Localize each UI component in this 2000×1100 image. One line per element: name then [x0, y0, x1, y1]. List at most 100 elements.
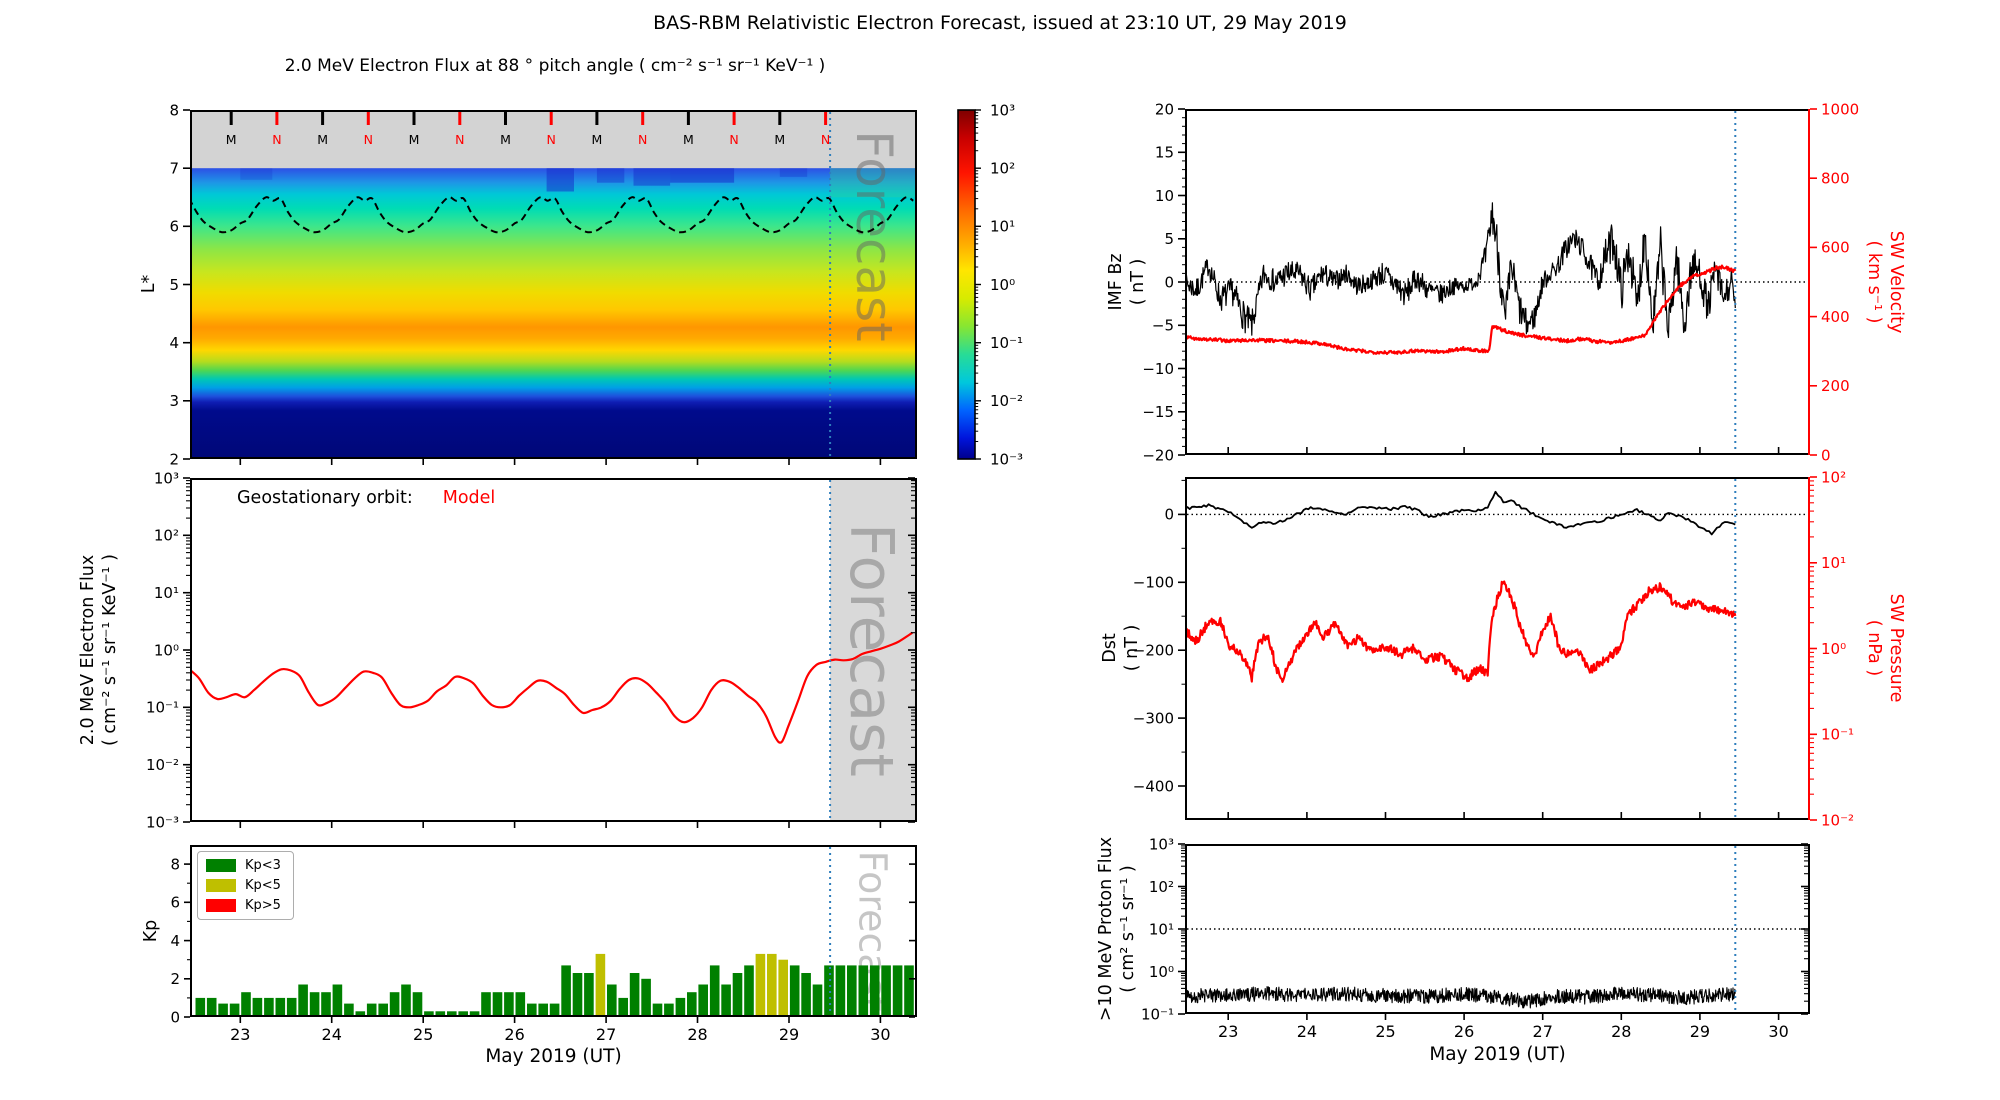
tick-label: 24 — [322, 1025, 342, 1044]
tick-label: −10 — [1142, 360, 1174, 378]
tick-label: 800 — [1821, 169, 1850, 187]
tick-label: 10⁻² — [990, 392, 1023, 410]
tick-label: 26 — [504, 1025, 524, 1044]
tick-label: 8 — [170, 855, 180, 873]
tick-label: 0 — [1164, 273, 1174, 291]
tick-label: 10⁻¹ — [146, 699, 179, 717]
tick-label: 28 — [1611, 1022, 1631, 1041]
tick-label: 400 — [1821, 308, 1850, 326]
tick-label: 28 — [687, 1025, 707, 1044]
tick-label: 10² — [1149, 878, 1174, 896]
tick-label: 10⁰ — [154, 641, 179, 659]
tick-label: 10¹ — [1149, 920, 1174, 938]
tick-label: 10³ — [990, 101, 1015, 119]
tick-label: 10⁰ — [990, 276, 1015, 294]
flux-ylabel: 2.0 MeV Electron Flux( cm⁻² s⁻¹ sr⁻¹ KeV… — [78, 554, 120, 746]
tick-label: 10¹ — [990, 218, 1015, 236]
chart-rect — [958, 110, 975, 459]
tick-label: 10⁻¹ — [990, 334, 1023, 352]
tick-label: 23 — [1218, 1022, 1238, 1041]
tick-label: 4 — [170, 932, 180, 950]
tick-label: 25 — [1375, 1022, 1395, 1041]
tick-label: 4 — [169, 334, 179, 352]
geo-flux-panel — [190, 478, 917, 822]
tick-label: 10⁻² — [146, 756, 179, 774]
tick-label: 10³ — [1149, 835, 1174, 853]
geostationary-annotation-label: Geostationary orbit: — [237, 488, 413, 508]
tick-label: 6 — [169, 218, 179, 236]
kp-legend: Kp<3 Kp<5 Kp>5 — [197, 851, 294, 920]
kp-legend-item-low: Kp<3 — [206, 858, 281, 873]
tick-label: 29 — [779, 1025, 799, 1044]
tick-label: 2 — [169, 450, 179, 468]
kp-legend-item-high: Kp>5 — [206, 898, 281, 913]
tick-label: 0 — [170, 1008, 180, 1026]
kp-high-swatch — [206, 899, 236, 912]
kp-mid-swatch — [206, 879, 236, 892]
kp-panel — [190, 845, 917, 1017]
tick-label: 5 — [1164, 230, 1174, 248]
tick-label: 27 — [596, 1025, 616, 1044]
tick-label: 0 — [1821, 446, 1831, 464]
tick-label: 24 — [1297, 1022, 1317, 1041]
proton-ylabel: >10 MeV Proton Flux( cm² s⁻¹ sr⁻¹ ) — [1096, 836, 1138, 1022]
tick-label: 10⁻¹ — [1141, 1005, 1174, 1023]
tick-label: −400 — [1133, 777, 1174, 795]
tick-label: 10 — [1155, 187, 1174, 205]
tick-label: 10⁰ — [1821, 640, 1846, 658]
tick-label: 10¹ — [154, 584, 179, 602]
tick-label: 3 — [169, 392, 179, 410]
tick-label: 30 — [870, 1025, 890, 1044]
tick-label: 30 — [1768, 1022, 1788, 1041]
sw-velocity-ylabel: SW Velocity( km s⁻¹ ) — [1864, 230, 1906, 334]
dst-ylabel: Dst( nT ) — [1100, 624, 1142, 672]
tick-label: 600 — [1821, 239, 1850, 257]
tick-label: 0 — [1164, 506, 1174, 524]
imf-bz-ylabel: IMF Bz( nT ) — [1106, 253, 1148, 311]
tick-label: 200 — [1821, 377, 1850, 395]
tick-label: 10² — [154, 527, 179, 545]
tick-label: 23 — [230, 1025, 250, 1044]
figure-title: BAS-RBM Relativistic Electron Forecast, … — [653, 12, 1347, 34]
tick-label: 10⁻² — [1821, 811, 1854, 829]
tick-label: −300 — [1133, 709, 1174, 727]
tick-label: 2 — [170, 970, 180, 988]
sw-pressure-ylabel: SW Pressure( nPa ) — [1864, 593, 1906, 703]
kp-legend-item-mid: Kp<5 — [206, 878, 281, 893]
tick-label: −100 — [1133, 574, 1174, 592]
tick-label: 10⁰ — [1149, 963, 1174, 981]
tick-label: 10¹ — [1821, 554, 1846, 572]
tick-label: 27 — [1533, 1022, 1553, 1041]
tick-label: −5 — [1152, 317, 1174, 335]
kp-low-swatch — [206, 859, 236, 872]
tick-label: 6 — [170, 894, 180, 912]
heatmap-ylabel: L* — [139, 274, 160, 294]
tick-label: 20 — [1155, 100, 1174, 118]
tick-label: 26 — [1454, 1022, 1474, 1041]
tick-label: 10⁻³ — [146, 813, 179, 831]
heatmap-title: 2.0 MeV Electron Flux at 88 ° pitch angl… — [284, 56, 826, 76]
tick-label: 10³ — [154, 469, 179, 487]
tick-label: 1000 — [1821, 100, 1859, 118]
tick-label: 10⁻³ — [990, 450, 1023, 468]
tick-label: 7 — [169, 159, 179, 177]
imf-bz-panel — [1185, 109, 1810, 455]
geostationary-annotation: Geostationary orbit: Model — [237, 488, 495, 508]
tick-label: 29 — [1690, 1022, 1710, 1041]
tick-label: −15 — [1142, 403, 1174, 421]
model-annotation-label: Model — [442, 488, 496, 508]
tick-label: 25 — [413, 1025, 433, 1044]
tick-label: 5 — [169, 276, 179, 294]
tick-label: 10⁻¹ — [1821, 726, 1854, 744]
tick-label: 15 — [1155, 144, 1174, 162]
tick-label: −20 — [1142, 446, 1174, 464]
xlabel-right: May 2019 (UT) — [1429, 1044, 1566, 1065]
heatmap-panel — [190, 110, 917, 459]
tick-label: 10² — [990, 159, 1015, 177]
tick-label: 10² — [1821, 468, 1846, 486]
tick-label: 8 — [169, 101, 179, 119]
kp-ylabel: Kp — [141, 919, 162, 943]
colorbar-border — [957, 109, 976, 460]
xlabel-left: May 2019 (UT) — [485, 1046, 622, 1067]
